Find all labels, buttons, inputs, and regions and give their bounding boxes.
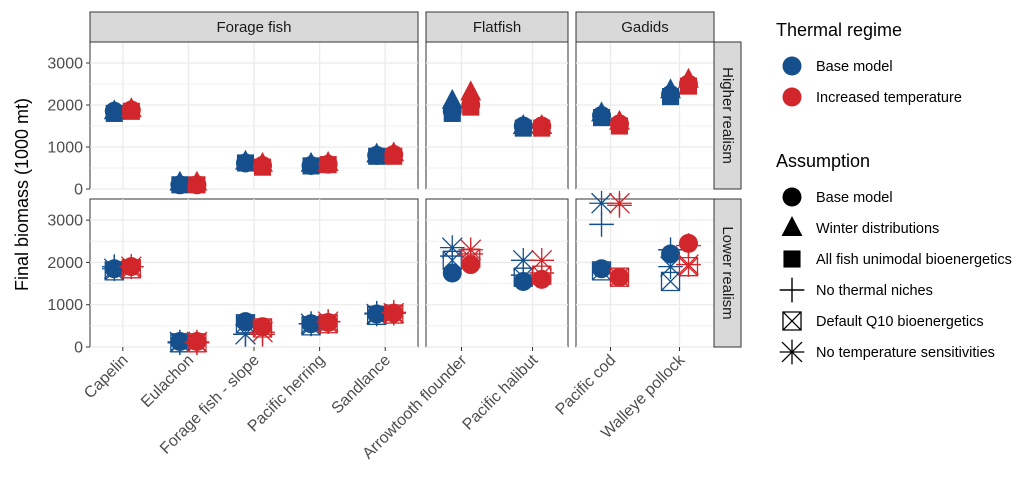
legend-shape-label: All fish unimodal bioenergetics bbox=[816, 252, 1012, 268]
legend-shape-label: Base model bbox=[816, 190, 893, 206]
row-strip-label: Higher realism bbox=[719, 67, 736, 164]
data-point-increased-unimodal bbox=[253, 158, 272, 176]
data-point-increased-unimodal bbox=[533, 119, 551, 137]
data-point-increased-unimodal bbox=[188, 176, 206, 194]
legend-shape-key bbox=[783, 250, 801, 268]
legend-shape-key bbox=[782, 311, 802, 331]
data-point-base-notemp bbox=[510, 247, 536, 273]
x-tick-label: Pacific halibut bbox=[460, 351, 542, 433]
legend-color-title: Thermal regime bbox=[776, 20, 902, 40]
y-tick-label: 2000 bbox=[47, 98, 83, 115]
legend-shape-key bbox=[779, 339, 805, 365]
data-point-base-base bbox=[442, 263, 462, 283]
data-point-base-q10 bbox=[513, 267, 533, 287]
data-point-increased-q10 bbox=[609, 267, 630, 287]
y-tick-label: 0 bbox=[74, 182, 83, 199]
data-point-base-notemp bbox=[589, 190, 614, 216]
x-tick-label: Pacific cod bbox=[553, 352, 620, 419]
data-point-base-unimodal bbox=[592, 109, 611, 127]
x-tick-label: Capelin bbox=[81, 352, 131, 402]
legend-shape-key bbox=[779, 277, 805, 303]
data-point-increased-notemp bbox=[250, 319, 275, 345]
y-tick-label: 1000 bbox=[47, 297, 83, 314]
column-strip-label: Forage fish bbox=[216, 19, 291, 36]
legend-shape-label: Winter distributions bbox=[816, 221, 939, 237]
legend-color-label: Increased temperature bbox=[816, 90, 962, 106]
data-point-base-unimodal bbox=[368, 147, 386, 165]
data-point-increased-notemp bbox=[315, 309, 341, 334]
data-point-increased-q10 bbox=[532, 265, 552, 285]
data-point-base-unimodal bbox=[171, 176, 189, 194]
data-point-base-unimodal bbox=[514, 119, 532, 137]
column-strip-label: Gadids bbox=[621, 19, 669, 36]
data-point-base-notemp bbox=[439, 235, 465, 260]
data-point-base-nothermal bbox=[589, 212, 614, 237]
data-point-increased-unimodal bbox=[319, 156, 337, 174]
data-point-base-notemp bbox=[364, 301, 390, 327]
legend-shape-key bbox=[781, 216, 803, 236]
y-tick-label: 1000 bbox=[47, 140, 83, 157]
y-tick-label: 3000 bbox=[47, 213, 83, 230]
legend-shape-label: No thermal niches bbox=[816, 283, 933, 299]
data-point-increased-unimodal bbox=[122, 102, 140, 120]
y-tick-label: 3000 bbox=[47, 56, 83, 73]
data-point-increased-notemp bbox=[607, 190, 632, 216]
x-tick-label: Eulachon bbox=[138, 352, 197, 411]
data-points bbox=[101, 67, 701, 356]
legend-color-key bbox=[782, 87, 802, 107]
data-point-increased-notemp bbox=[381, 300, 407, 326]
legend-color-key bbox=[782, 56, 802, 76]
data-point-base-winter bbox=[441, 88, 463, 109]
legend-shape-label: No temperature sensitivities bbox=[816, 345, 995, 361]
data-point-increased-winter bbox=[460, 80, 482, 101]
legend-color-label: Base model bbox=[816, 59, 893, 75]
data-point-increased-unimodal bbox=[385, 147, 403, 165]
column-strip bbox=[89, 11, 419, 43]
y-tick-label: 2000 bbox=[47, 255, 83, 272]
legend-shape-label: Default Q10 bioenergetics bbox=[816, 314, 984, 330]
data-point-increased-notemp bbox=[529, 247, 555, 273]
data-point-base-unimodal bbox=[443, 104, 461, 122]
data-point-base-base bbox=[592, 259, 612, 279]
column-strip bbox=[575, 11, 715, 43]
data-point-base-unimodal bbox=[105, 104, 123, 122]
x-tick-label: Sandlance bbox=[329, 352, 395, 418]
data-point-base-base bbox=[235, 312, 255, 332]
data-point-base-notemp bbox=[167, 329, 193, 355]
row-strip-label: Lower realism bbox=[719, 226, 736, 319]
data-point-increased-notemp bbox=[458, 237, 484, 263]
data-point-base-notemp bbox=[101, 256, 127, 282]
row-strip bbox=[713, 198, 742, 348]
data-point-base-unimodal bbox=[302, 157, 320, 175]
data-point-base-notemp bbox=[658, 254, 683, 280]
data-point-base-unimodal bbox=[236, 154, 255, 172]
column-strip-label: Flatfish bbox=[473, 19, 521, 36]
data-point-increased-notemp bbox=[118, 254, 144, 280]
row-strip bbox=[713, 41, 742, 190]
column-strip bbox=[425, 11, 569, 43]
data-point-base-unimodal bbox=[661, 88, 680, 106]
data-point-increased-unimodal bbox=[679, 77, 698, 95]
legend-shape-title: Assumption bbox=[776, 151, 870, 171]
data-point-increased-notemp bbox=[184, 329, 210, 355]
data-point-increased-unimodal bbox=[462, 98, 480, 116]
data-point-base-q10 bbox=[660, 271, 681, 292]
y-axis-title: Final biomass (1000 mt) bbox=[12, 98, 32, 291]
data-point-base-notemp bbox=[298, 311, 324, 337]
legend-shape-key bbox=[782, 187, 802, 207]
data-point-base-notemp bbox=[233, 321, 258, 347]
data-point-increased-unimodal bbox=[610, 117, 629, 135]
data-point-increased-notemp bbox=[676, 252, 701, 277]
y-tick-label: 0 bbox=[74, 340, 83, 357]
